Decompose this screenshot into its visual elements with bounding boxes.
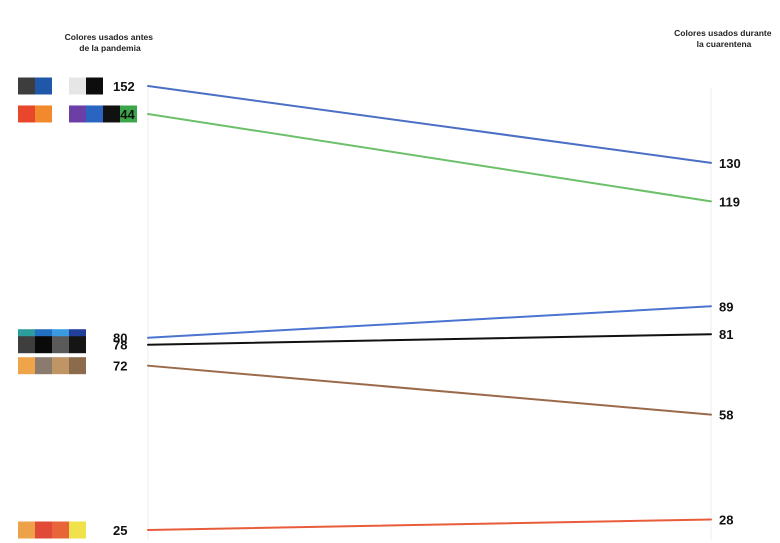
- series-line-3: [147, 333, 712, 346]
- swatch-4-3: [69, 357, 86, 375]
- series-line-0: [147, 85, 712, 164]
- value-label-left-4: 72: [113, 359, 127, 374]
- value-label-left-5: 25: [113, 523, 127, 538]
- value-label-right-1: 119: [719, 194, 740, 209]
- value-label-right-2: 89: [719, 299, 733, 314]
- header-left-line-1: Colores usados antes: [65, 32, 154, 42]
- value-label-right-5: 28: [719, 513, 733, 528]
- swatch-3-2: [52, 336, 69, 354]
- swatch-0-2: [52, 77, 69, 95]
- value-label-left-0: 152: [113, 79, 135, 94]
- swatch-3-0: [18, 336, 35, 354]
- swatch-5-0: [18, 521, 35, 539]
- header-left: Colores usados antes de la pandemia: [65, 32, 156, 53]
- header-right: Colores usados durante la cuarentena: [674, 28, 774, 49]
- swatch-4-0: [18, 357, 35, 375]
- swatch-0-0: [18, 77, 35, 95]
- series-line-2: [147, 305, 712, 339]
- swatch-1-6: [120, 105, 137, 123]
- swatch-5-2: [52, 521, 69, 539]
- swatch-0-3: [69, 77, 86, 95]
- swatch-1-0: [18, 105, 35, 123]
- swatch-5-3: [69, 521, 86, 539]
- swatch-1-1: [35, 105, 52, 123]
- swatch-4-2: [52, 357, 69, 375]
- swatch-0-4: [86, 77, 103, 95]
- series-line-4: [147, 364, 712, 416]
- series-line-5: [147, 518, 712, 531]
- swatch-4-1: [35, 357, 52, 375]
- chart-marks: 152 130 144 119 80 89 78 81 72 58 25 28: [18, 77, 741, 539]
- series-line-1: [147, 112, 712, 203]
- swatch-0-1: [35, 77, 52, 95]
- swatch-1-5: [103, 105, 120, 123]
- swatch-1-2: [52, 105, 69, 123]
- swatch-3-3: [69, 336, 86, 354]
- value-label-right-4: 58: [719, 408, 733, 423]
- header-right-line-2: la cuarentena: [697, 39, 752, 49]
- header-left-line-2: de la pandemia: [79, 43, 141, 53]
- value-label-right-3: 81: [719, 327, 733, 342]
- swatch-1-4: [86, 105, 103, 123]
- header-right-line-1: Colores usados durante: [674, 28, 772, 38]
- swatch-3-1: [35, 336, 52, 354]
- value-label-left-2: 80: [113, 331, 127, 346]
- swatch-5-1: [35, 521, 52, 539]
- value-label-right-0: 130: [719, 156, 741, 171]
- swatch-1-3: [69, 105, 86, 123]
- value-label-left-1: 144: [113, 107, 135, 122]
- value-label-left-3: 78: [113, 338, 127, 353]
